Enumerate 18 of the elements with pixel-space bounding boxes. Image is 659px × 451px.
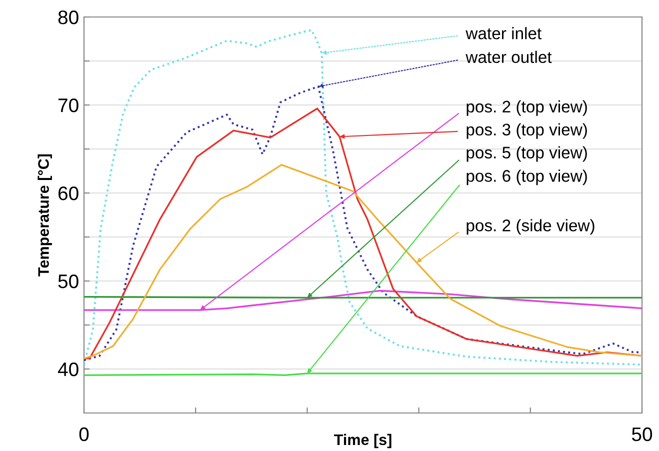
y-tick-label: 70 <box>58 98 78 112</box>
annotation: pos. 3 (top view) <box>466 123 587 139</box>
x-axis-title: Time [s] <box>334 434 392 448</box>
annotation: water outlet <box>466 50 552 64</box>
annotation: pos. 5 (top view) <box>466 146 587 162</box>
y-tick-label: 60 <box>58 186 78 200</box>
y-tick-label: 50 <box>58 274 78 288</box>
line-series <box>84 290 642 311</box>
line-series <box>84 164 642 360</box>
x-tick-label: 0 <box>79 427 89 442</box>
annotation: pos. 2 (side view) <box>466 219 594 235</box>
annotation: water inlet <box>466 27 542 40</box>
y-tick-label: 40 <box>58 362 78 376</box>
y-tick-label: 80 <box>58 10 78 24</box>
annotation: pos. 6 (top view) <box>466 170 587 186</box>
y-axis-title: Temperature [°C] <box>38 154 52 276</box>
annotation: pos. 2 (top view) <box>466 100 587 116</box>
line-series <box>84 29 642 366</box>
